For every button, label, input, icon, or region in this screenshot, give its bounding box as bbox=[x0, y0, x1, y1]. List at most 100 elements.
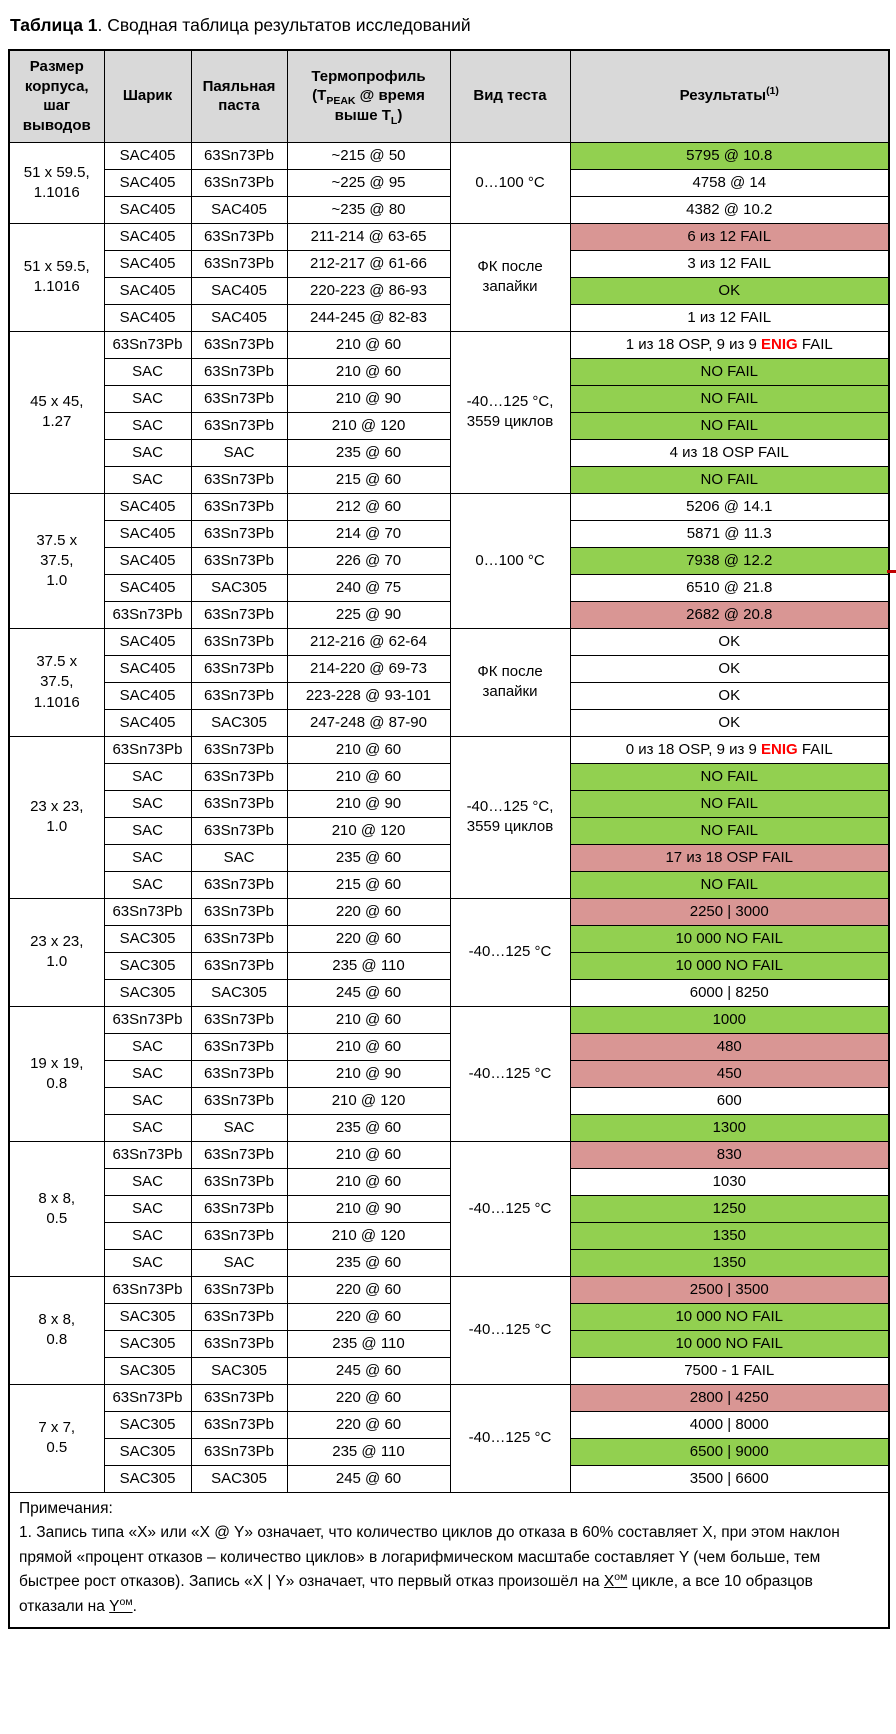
ball-cell: 63Sn73Pb bbox=[103, 897, 192, 926]
table-row: 8 x 8, 0.5 63Sn73Pb 63Sn73Pb 210 @ 60 -40…125… bbox=[8, 1140, 890, 1277]
result-cell: 10 000 NO FAIL bbox=[569, 951, 890, 980]
test-type-cell: -40…125 °C bbox=[449, 1005, 571, 1142]
result-cell: 0 из 18 OSP, 9 из 9 ENIG FAIL bbox=[569, 735, 890, 764]
result-cell: 600 bbox=[569, 1086, 890, 1115]
paste-cell: SAC305 bbox=[190, 1464, 288, 1493]
result-cell: OK bbox=[569, 627, 890, 656]
notes-row: Примечания: 1. Запись типа «X» или «X @ Y… bbox=[8, 1491, 890, 1629]
profile-cell: 212-216 @ 62-64 bbox=[286, 627, 451, 656]
table-row: SAC 63Sn73Pb 215 @ 60 NO FAIL bbox=[9, 870, 890, 899]
profile-cell: ~225 @ 95 bbox=[286, 168, 451, 197]
table-row: SAC405 63Sn73Pb 214 @ 70 5871 @ 11.3 bbox=[9, 519, 890, 548]
results-table: Размер корпуса, шаг выводов Шарик Паяльная пас… bbox=[8, 48, 890, 1630]
result-cell: 5206 @ 14.1 bbox=[569, 492, 890, 521]
result-cell: NO FAIL bbox=[569, 357, 890, 386]
paste-cell: 63Sn73Pb bbox=[190, 168, 288, 197]
profile-cell: 235 @ 60 bbox=[286, 1113, 451, 1142]
paste-cell: 63Sn73Pb bbox=[190, 897, 288, 926]
result-cell: 4382 @ 10.2 bbox=[569, 195, 890, 224]
profile-cell: 210 @ 90 bbox=[286, 789, 451, 818]
table-row: 8 x 8, 0.8 63Sn73Pb 63Sn73Pb 220 @ 60 -40…125… bbox=[8, 1275, 890, 1385]
paste-cell: 63Sn73Pb bbox=[190, 870, 288, 899]
ball-cell: SAC405 bbox=[103, 654, 192, 683]
result-cell: 7500 - 1 FAIL bbox=[569, 1356, 890, 1385]
ball-cell: 63Sn73Pb bbox=[103, 1140, 192, 1169]
paste-cell: SAC bbox=[190, 438, 288, 467]
table-row: SAC 63Sn73Pb 210 @ 90 NO FAIL bbox=[9, 789, 890, 818]
paste-cell: 63Sn73Pb bbox=[190, 222, 288, 251]
ball-cell: 63Sn73Pb bbox=[103, 1383, 192, 1412]
paste-cell: 63Sn73Pb bbox=[190, 1383, 288, 1412]
table-row: SAC305 SAC305 245 @ 60 6000 | 8250 bbox=[9, 978, 890, 1007]
package-size-cell: 37.5 x 37.5, 1.1016 bbox=[8, 627, 105, 737]
result-cell: 2250 | 3000 bbox=[569, 897, 890, 926]
ball-cell: SAC bbox=[103, 465, 192, 494]
table-row: SAC SAC 235 @ 60 1350 bbox=[9, 1248, 890, 1277]
ball-cell: SAC bbox=[103, 816, 192, 845]
profile-cell: 245 @ 60 bbox=[286, 1356, 451, 1385]
table-row: SAC305 63Sn73Pb 220 @ 60 10 000 NO FAIL bbox=[9, 924, 890, 953]
table-row: SAC305 63Sn73Pb 220 @ 60 10 000 NO FAIL bbox=[9, 1302, 890, 1331]
table-row: SAC305 63Sn73Pb 220 @ 60 4000 | 8000 bbox=[9, 1410, 890, 1439]
ball-cell: SAC305 bbox=[103, 1302, 192, 1331]
paste-cell: 63Sn73Pb bbox=[190, 654, 288, 683]
ball-cell: SAC bbox=[103, 384, 192, 413]
ball-cell: SAC405 bbox=[103, 141, 192, 170]
paste-cell: SAC305 bbox=[190, 573, 288, 602]
paste-cell: 63Sn73Pb bbox=[190, 1086, 288, 1115]
table-row: SAC 63Sn73Pb 210 @ 120 NO FAIL bbox=[9, 411, 890, 440]
paste-cell: SAC305 bbox=[190, 708, 288, 737]
result-cell: 17 из 18 OSP FAIL bbox=[569, 843, 890, 872]
profile-cell: 210 @ 90 bbox=[286, 1194, 451, 1223]
table-row: SAC405 63Sn73Pb 212-217 @ 61-66 3 из 12 FAI… bbox=[9, 249, 890, 278]
result-cell: OK bbox=[569, 681, 890, 710]
ball-cell: SAC405 bbox=[103, 492, 192, 521]
result-cell: NO FAIL bbox=[569, 870, 890, 899]
profile-cell: 215 @ 60 bbox=[286, 870, 451, 899]
profile-cell: 235 @ 110 bbox=[286, 1437, 451, 1466]
paste-cell: 63Sn73Pb bbox=[190, 1059, 288, 1088]
table-row: 51 x 59.5, 1.1016 SAC405 63Sn73Pb ~215 @ 50 0… bbox=[8, 141, 890, 224]
ball-cell: SAC305 bbox=[103, 1464, 192, 1493]
paste-cell: 63Sn73Pb bbox=[190, 1302, 288, 1331]
red-margin-mark bbox=[887, 570, 896, 573]
paste-cell: 63Sn73Pb bbox=[190, 762, 288, 791]
ball-cell: SAC bbox=[103, 789, 192, 818]
profile-cell: 235 @ 60 bbox=[286, 1248, 451, 1277]
paste-cell: 63Sn73Pb bbox=[190, 1410, 288, 1439]
profile-cell: 212 @ 60 bbox=[286, 492, 451, 521]
paste-cell: 63Sn73Pb bbox=[190, 681, 288, 710]
paste-cell: 63Sn73Pb bbox=[190, 1032, 288, 1061]
table-row: SAC305 63Sn73Pb 235 @ 110 10 000 NO FAIL bbox=[9, 1329, 890, 1358]
col-header-profile: Термопрофиль (TPEAK @ время выше TL) bbox=[286, 49, 451, 143]
table-title-number: Таблица 1 bbox=[10, 15, 98, 35]
profile-cell: 220 @ 60 bbox=[286, 1383, 451, 1412]
package-size-cell: 37.5 x 37.5, 1.0 bbox=[8, 492, 105, 629]
profile-cell: 220 @ 60 bbox=[286, 1302, 451, 1331]
profile-cell: 210 @ 60 bbox=[286, 735, 451, 764]
ball-cell: SAC305 bbox=[103, 1329, 192, 1358]
ball-cell: 63Sn73Pb bbox=[103, 330, 192, 359]
ball-cell: SAC bbox=[103, 1059, 192, 1088]
paste-cell: 63Sn73Pb bbox=[190, 816, 288, 845]
ball-cell: SAC305 bbox=[103, 1410, 192, 1439]
profile-cell: 210 @ 120 bbox=[286, 411, 451, 440]
table-row: SAC405 63Sn73Pb ~225 @ 95 4758 @ 14 bbox=[9, 168, 890, 197]
paste-cell: 63Sn73Pb bbox=[190, 546, 288, 575]
test-type-cell: ФК после запайки bbox=[449, 222, 571, 332]
table-row: 51 x 59.5, 1.1016 SAC405 63Sn73Pb 211-214 @ … bbox=[8, 222, 890, 332]
profile-cell: 211-214 @ 63-65 bbox=[286, 222, 451, 251]
table-row: 23 x 23, 1.0 63Sn73Pb 63Sn73Pb 210 @ 60 -40…1… bbox=[8, 735, 890, 899]
paste-cell: SAC305 bbox=[190, 1356, 288, 1385]
profile-cell: ~235 @ 80 bbox=[286, 195, 451, 224]
result-cell: 1350 bbox=[569, 1248, 890, 1277]
table-row: 37.5 x 37.5, 1.1016 SAC405 63Sn73Pb 212-216 @… bbox=[8, 627, 890, 737]
profile-cell: 214-220 @ 69-73 bbox=[286, 654, 451, 683]
paste-cell: 63Sn73Pb bbox=[190, 924, 288, 953]
paste-cell: 63Sn73Pb bbox=[190, 519, 288, 548]
profile-cell: 210 @ 90 bbox=[286, 1059, 451, 1088]
paste-cell: 63Sn73Pb bbox=[190, 357, 288, 386]
ball-cell: SAC305 bbox=[103, 1356, 192, 1385]
profile-cell: 210 @ 60 bbox=[286, 1032, 451, 1061]
result-cell: 480 bbox=[569, 1032, 890, 1061]
